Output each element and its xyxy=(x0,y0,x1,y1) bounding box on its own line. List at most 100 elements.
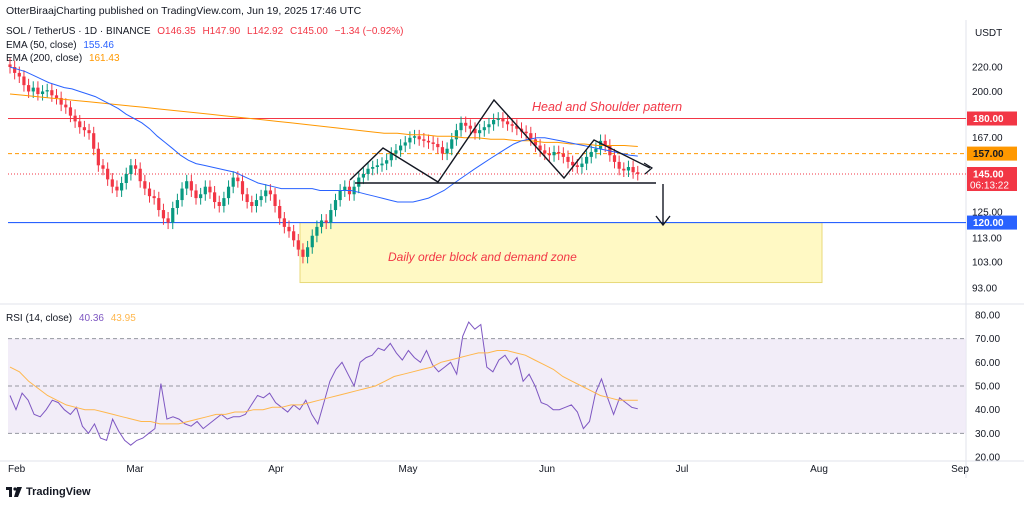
candle-body xyxy=(501,118,505,122)
candle-body xyxy=(189,181,193,191)
head-shoulders-outline xyxy=(349,98,651,183)
candle-body xyxy=(129,165,133,175)
ema50-line xyxy=(9,66,638,203)
candle-body xyxy=(68,107,73,116)
candle-body xyxy=(268,190,272,195)
candle-body xyxy=(403,142,407,146)
candle-body xyxy=(385,160,389,164)
candle-body xyxy=(561,153,565,157)
rsi-line xyxy=(9,321,638,446)
candle-body xyxy=(171,208,175,223)
rsi-tick-label: 70.00 xyxy=(975,334,1000,345)
candle-body xyxy=(594,148,598,152)
candle-body xyxy=(589,151,593,157)
candle-body xyxy=(92,133,96,149)
price-tick-label: 200.00 xyxy=(972,87,1003,98)
candle-body xyxy=(408,137,412,143)
price-tick-label: 220.00 xyxy=(972,63,1003,74)
candle-body xyxy=(199,194,203,199)
price-tick-label: 103.00 xyxy=(972,257,1003,268)
candle-body xyxy=(366,168,370,175)
candle-body xyxy=(612,155,617,162)
tradingview-logo-icon xyxy=(6,487,22,497)
symbol-label: SOL / TetherUS · 1D · BINANCE xyxy=(6,26,151,37)
resistance-tag: 180.00 xyxy=(973,114,1004,125)
candle-body xyxy=(380,163,384,166)
candle-body xyxy=(468,125,472,129)
candle-body xyxy=(166,218,170,223)
candle-body xyxy=(17,72,21,77)
candle-body xyxy=(22,76,26,86)
candle-body xyxy=(245,194,249,203)
arrow-down-icon xyxy=(655,215,671,227)
candle-body xyxy=(282,218,286,227)
candle-body xyxy=(143,181,147,189)
demand-zone xyxy=(299,222,823,284)
candle-body xyxy=(459,122,463,131)
price-tick-label: 113.00 xyxy=(972,234,1002,245)
rsi-tick-label: 30.00 xyxy=(975,429,1000,440)
candle-body xyxy=(306,247,310,257)
candle-body xyxy=(515,125,519,129)
candle-body xyxy=(250,202,254,207)
candle-body xyxy=(64,104,68,108)
candle-body xyxy=(571,161,575,166)
candle-body xyxy=(598,140,603,149)
candle-body xyxy=(292,231,296,241)
ema50-legend[interactable]: EMA (50, close) 155.46 xyxy=(6,40,118,51)
last-price-tag: 145.00 xyxy=(973,170,1004,181)
candle-body xyxy=(27,85,31,92)
rsi-legend[interactable]: RSI (14, close) 40.36 43.95 xyxy=(6,313,140,324)
candle-body xyxy=(482,127,486,131)
arrow-right-icon xyxy=(643,162,654,175)
candle-body xyxy=(533,139,538,146)
candle-body xyxy=(454,130,458,140)
time-axis-label: Feb xyxy=(8,464,26,475)
ema200-line xyxy=(9,93,638,147)
candle-body xyxy=(194,190,198,199)
candle-body xyxy=(352,186,356,195)
candle-body xyxy=(31,87,35,92)
candle-body xyxy=(399,145,403,151)
open-value: O146.35 xyxy=(157,26,196,37)
candle-body xyxy=(152,196,156,199)
currency-label[interactable]: USDT xyxy=(975,28,1003,39)
time-axis-label: Jul xyxy=(676,464,689,475)
candle-body xyxy=(375,165,379,168)
price-tick-label: 93.00 xyxy=(972,284,997,295)
candle-body xyxy=(436,143,440,148)
candle-body xyxy=(106,168,110,180)
candle-body xyxy=(510,124,514,126)
time-axis-label: Aug xyxy=(810,464,828,475)
time-axis-label: Sep xyxy=(951,464,969,475)
candle-body xyxy=(273,194,277,207)
rsi-label: RSI (14, close) xyxy=(6,313,73,324)
candle-body xyxy=(626,167,631,171)
candle-body xyxy=(13,67,17,73)
time-axis-label: Mar xyxy=(126,464,144,475)
candle-body xyxy=(445,148,449,154)
candle-body xyxy=(450,139,454,149)
ema200-legend[interactable]: EMA (200, close) 161.43 xyxy=(6,53,124,64)
candle-body xyxy=(575,165,579,168)
candle-body xyxy=(617,161,621,169)
candle-body xyxy=(371,167,375,169)
candle-body xyxy=(175,200,179,209)
rsi-tick-label: 50.00 xyxy=(975,382,1000,393)
rsi-tick-label: 40.00 xyxy=(975,405,1000,416)
candle-body xyxy=(622,168,626,171)
demand-zone-label: Daily order block and demand zone xyxy=(388,250,577,264)
candle-body xyxy=(552,151,556,156)
candle-body xyxy=(138,168,142,182)
tradingview-footer[interactable]: TradingView xyxy=(6,486,91,498)
candle-body xyxy=(208,186,212,193)
price-tick-label: 167.00 xyxy=(972,133,1003,144)
publisher-header: OtterBiraajCharting published on Trading… xyxy=(6,5,362,17)
rsi-tick-label: 60.00 xyxy=(975,358,1000,369)
candle-body xyxy=(343,186,347,191)
candle-body xyxy=(389,153,393,161)
candle-body xyxy=(315,226,319,236)
price-tick-label: 125.00 xyxy=(972,208,1003,219)
candle-body xyxy=(231,177,235,187)
